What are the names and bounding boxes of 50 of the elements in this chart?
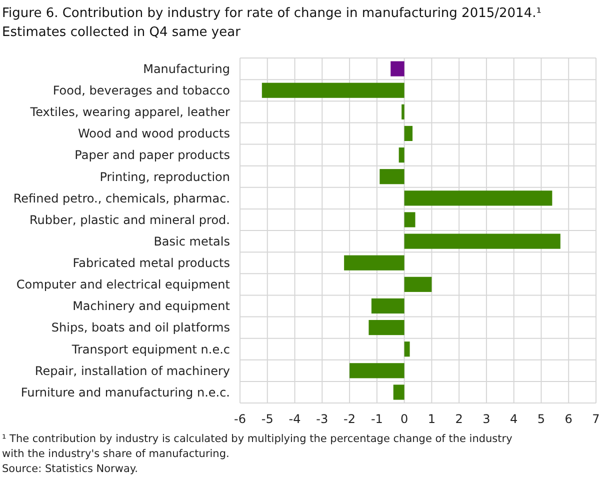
y-tick-label: Furniture and manufacturing n.e.c. [20, 385, 230, 400]
text: ¹ The contribution by industry is calculated by multiplying the percentage change of the industry with the industry's share of manufacturing. [2, 433, 512, 460]
x-tick-label: 4 [510, 412, 518, 426]
bar [262, 82, 404, 98]
x-tick-label: -3 [316, 412, 328, 426]
y-tick-label: Wood and wood products [78, 126, 230, 141]
bar [390, 61, 404, 76]
y-tick-label: Transport equipment n.e.c [70, 342, 230, 356]
y-tick-label: Rubber, plastic and mineral prod. [30, 212, 230, 227]
y-tick-label: Repair, installation of machinery [34, 364, 230, 378]
bar [404, 126, 413, 142]
bar [404, 276, 432, 292]
y-tick-label: Textiles, wearing apparel, leather [29, 105, 230, 120]
source-note: Source: Statistics Norway. [2, 463, 138, 475]
y-tick-label: Paper and paper products [74, 148, 230, 162]
bar [380, 169, 404, 184]
x-tick-label: -5 [261, 412, 274, 426]
bar [404, 234, 560, 249]
y-tick-label: Fabricated metal products [72, 256, 230, 270]
x-tick-label: 5 [537, 412, 546, 426]
y-tick-label: Refined petro., chemicals, pharmac. [13, 191, 230, 206]
bar [344, 255, 404, 270]
y-tick-label: Ships, boats and oil platforms [51, 320, 230, 335]
y-tick-label: Food, beverages and tobacco [52, 84, 230, 98]
bar [404, 190, 552, 206]
x-tick-label: 6 [564, 412, 572, 426]
y-tick-label: Printing, reproduction [100, 170, 230, 184]
bar [404, 342, 410, 357]
x-tick-label: 0 [400, 412, 408, 426]
x-tick-label: -6 [234, 412, 246, 426]
y-tick-label: Manufacturing [143, 62, 230, 76]
text: Estimates collected in Q4 same year [2, 25, 242, 40]
bar [368, 320, 404, 336]
chart-title: Figure 6. Contribution by industry for rate of change in manufacturing 2015/2014.¹ [2, 6, 542, 21]
bar [393, 384, 404, 400]
bar [404, 212, 416, 228]
bar [350, 363, 404, 378]
x-tick-label: 2 [455, 412, 463, 426]
x-tick-label: 1 [428, 412, 436, 426]
bar [371, 298, 404, 314]
x-tick-label: 3 [482, 412, 490, 426]
x-tick-label: -4 [288, 412, 301, 426]
x-tick-label: -1 [370, 412, 383, 426]
y-tick-label: Computer and electrical equipment [16, 278, 230, 292]
x-tick-label: -2 [344, 412, 356, 426]
x-tick-label: 7 [592, 412, 600, 426]
y-tick-label: Machinery and equipment [72, 299, 230, 314]
bar [402, 104, 404, 120]
bar [398, 147, 404, 163]
y-tick-label: Basic metals [154, 234, 230, 248]
